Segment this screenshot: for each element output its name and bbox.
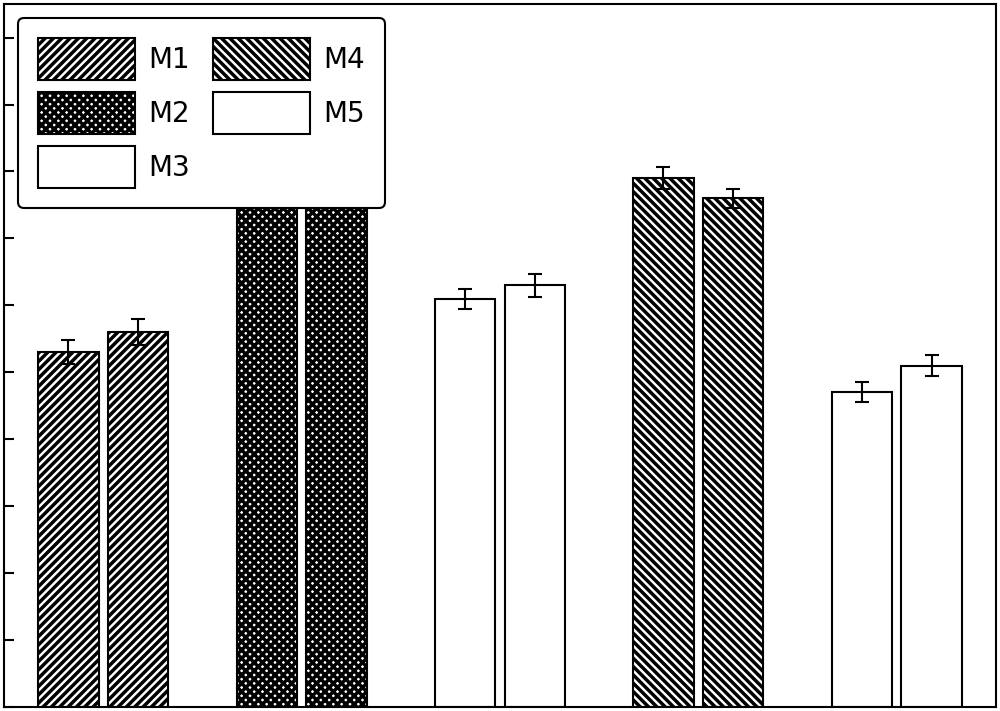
Bar <box>435 299 495 707</box>
Bar <box>38 352 99 707</box>
Bar <box>505 285 565 707</box>
Bar <box>832 392 892 707</box>
Bar <box>108 332 168 707</box>
Legend: M1, M2, M3, M4, M5: M1, M2, M3, M4, M5 <box>18 18 385 208</box>
Bar <box>237 198 297 707</box>
Bar <box>703 198 763 707</box>
Bar <box>306 185 367 707</box>
Bar <box>901 365 962 707</box>
Bar <box>633 178 694 707</box>
